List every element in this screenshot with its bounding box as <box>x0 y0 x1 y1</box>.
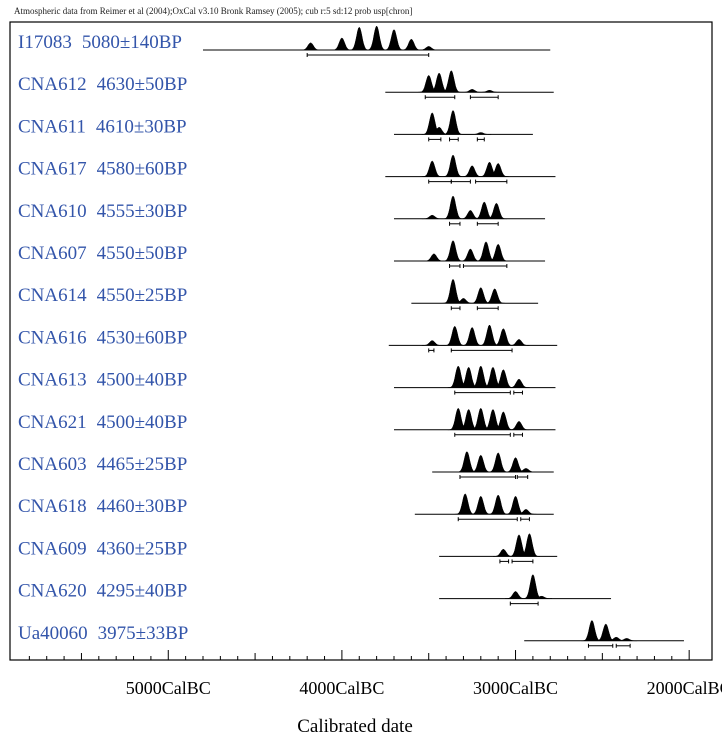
lab-code: Ua40060 <box>18 623 88 644</box>
sample-row: CNA613 4500±40BP <box>18 365 556 395</box>
sample-row: CNA614 4550±25BP <box>18 278 539 311</box>
sample-label: I17083 5080±140BP <box>18 32 182 53</box>
sample-row: CNA621 4500±40BP <box>18 407 556 437</box>
radiocarbon-age: 4610±30BP <box>96 116 187 137</box>
sample-label: CNA609 4360±25BP <box>18 538 187 559</box>
sample-label: CNA611 4610±30BP <box>18 116 187 137</box>
probability-distribution <box>423 240 509 262</box>
sample-row: Ua40060 3975±33BP <box>18 620 684 648</box>
lab-code: CNA613 <box>18 370 87 391</box>
lab-code: CNA603 <box>18 454 87 475</box>
lab-code: CNA614 <box>18 285 87 306</box>
lab-code: I17083 <box>18 32 72 53</box>
sample-label: CNA610 4555±30BP <box>18 201 187 222</box>
probability-distribution <box>456 451 537 473</box>
radiocarbon-age: 4550±25BP <box>97 285 188 306</box>
sample-row: CNA620 4295±40BP <box>18 574 612 606</box>
radiocarbon-age: 4360±25BP <box>97 538 188 559</box>
probability-distribution <box>505 574 552 599</box>
sample-row: I17083 5080±140BP <box>18 25 551 57</box>
probability-distribution <box>447 407 530 431</box>
radiocarbon-age: 4295±40BP <box>97 581 188 602</box>
sample-label: Ua40060 3975±33BP <box>18 623 188 644</box>
radiocarbon-age: 4550±50BP <box>97 243 188 264</box>
probability-distribution <box>493 533 540 557</box>
sample-label: CNA616 4530±60BP <box>18 327 187 348</box>
radiocarbon-age: 4465±25BP <box>97 454 188 475</box>
sample-label: CNA621 4500±40BP <box>18 412 187 433</box>
probability-distribution <box>581 620 638 642</box>
lab-code: CNA612 <box>18 74 87 95</box>
x-tick-label: 4000CalBC <box>299 678 384 698</box>
probability-distribution <box>421 195 507 220</box>
probability-distribution <box>447 365 530 388</box>
probability-distribution <box>300 25 440 51</box>
radiocarbon-age: 4555±30BP <box>97 201 188 222</box>
radiocarbon-age: 4630±50BP <box>97 74 188 95</box>
sample-label: CNA614 4550±25BP <box>18 285 187 306</box>
radiocarbon-age: 4530±60BP <box>97 327 188 348</box>
plot-frame <box>9 21 713 661</box>
probability-distribution <box>454 493 537 515</box>
sample-row: CNA618 4460±30BP <box>18 493 554 522</box>
x-tick-label: 3000CalBC <box>473 678 558 698</box>
radiocarbon-age: 5080±140BP <box>82 32 182 53</box>
sample-label: CNA603 4465±25BP <box>18 454 187 475</box>
lab-code: CNA610 <box>18 201 87 222</box>
sample-label: CNA613 4500±40BP <box>18 370 187 391</box>
header-text: Atmospheric data from Reimer et al (2004… <box>14 6 412 16</box>
radiocarbon-age: 4580±60BP <box>97 159 188 180</box>
radiocarbon-age: 4500±40BP <box>97 370 188 391</box>
sample-label: CNA607 4550±50BP <box>18 243 187 264</box>
lab-code: CNA609 <box>18 538 87 559</box>
radiocarbon-age: 4460±30BP <box>97 496 188 517</box>
sample-row: CNA617 4580±60BP <box>18 154 556 184</box>
sample-row: CNA612 4630±50BP <box>18 70 554 100</box>
sample-row: CNA603 4465±25BP <box>18 451 554 479</box>
sample-row: CNA611 4610±30BP <box>18 109 533 142</box>
sample-row: CNA610 4555±30BP <box>18 195 546 226</box>
sample-row: CNA607 4550±50BP <box>18 240 546 268</box>
sample-label: CNA612 4630±50BP <box>18 74 187 95</box>
lab-code: CNA617 <box>18 159 87 180</box>
probability-distribution <box>421 154 509 177</box>
lab-code: CNA621 <box>18 412 87 433</box>
sample-label: CNA620 4295±40BP <box>18 581 187 602</box>
lab-code: CNA607 <box>18 243 87 264</box>
sample-rows: I17083 5080±140BP CNA612 4630±50BP CNA611 461… <box>18 25 684 648</box>
sample-row: CNA616 4530±60BP <box>18 324 558 353</box>
probability-distribution <box>421 109 492 135</box>
radiocarbon-age: 4500±40BP <box>97 412 188 433</box>
probability-distribution <box>442 278 506 304</box>
sample-row: CNA609 4360±25BP <box>18 533 558 564</box>
x-tick-label: 5000CalBC <box>126 678 211 698</box>
lab-code: CNA618 <box>18 496 87 517</box>
sample-label: CNA618 4460±30BP <box>18 496 187 517</box>
sample-label: CNA617 4580±60BP <box>18 159 187 180</box>
radiocarbon-age: 3975±33BP <box>98 623 189 644</box>
lab-code: CNA616 <box>18 327 87 348</box>
lab-code: CNA611 <box>18 116 86 137</box>
probability-distribution <box>418 70 500 93</box>
lab-code: CNA620 <box>18 581 87 602</box>
probability-distribution <box>421 324 530 346</box>
x-axis-label: Calibrated date <box>297 716 413 737</box>
